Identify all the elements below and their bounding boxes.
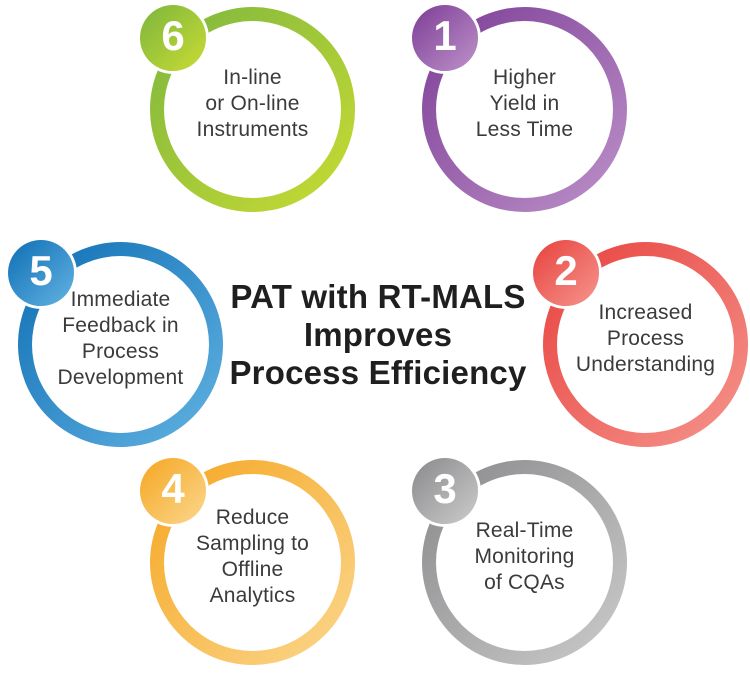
step-circle-1: Higher Yield in Less Time 1 [412, 5, 647, 223]
step-label-3: Real-Time Monitoring of CQAs [474, 518, 575, 594]
step-number-1: 1 [433, 12, 457, 59]
step-circle-3: Real-Time Monitoring of CQAs 3 [412, 458, 647, 676]
step-label-6: In-line or On-line Instruments [196, 65, 309, 141]
diagram-title: PAT with RT-MALS Improves Process Effici… [229, 278, 527, 391]
step-label-5: Immediate Feedback in Process Developmen… [57, 287, 184, 389]
step-number-badge-3: 3 [412, 458, 478, 524]
step-number-6: 6 [161, 12, 185, 59]
step-number-5: 5 [29, 247, 53, 294]
step-label-2: Increased Process Understanding [575, 300, 716, 376]
step-number-badge-1: 1 [412, 5, 478, 71]
step-number-badge-6: 6 [140, 5, 206, 71]
step-number-badge-4: 4 [140, 458, 206, 524]
step-label-4: Reduce Sampling to Offline Analytics [195, 505, 310, 607]
step-circle-4: Reduce Sampling to Offline Analytics 4 [140, 458, 375, 676]
step-number-3: 3 [433, 465, 457, 512]
step-number-4: 4 [161, 465, 185, 512]
step-label-1: Higher Yield in Less Time [475, 65, 574, 141]
step-number-2: 2 [554, 247, 578, 294]
step-circle-5: Immediate Feedback in Process Developmen… [8, 240, 243, 458]
step-number-badge-2: 2 [533, 240, 599, 306]
step-number-badge-5: 5 [8, 240, 74, 306]
step-circle-2: Increased Process Understanding 2 [533, 240, 750, 458]
ring-inner: Higher Yield in Less Time [436, 21, 613, 198]
step-circle-6: In-line or On-line Instruments 6 [140, 5, 375, 223]
